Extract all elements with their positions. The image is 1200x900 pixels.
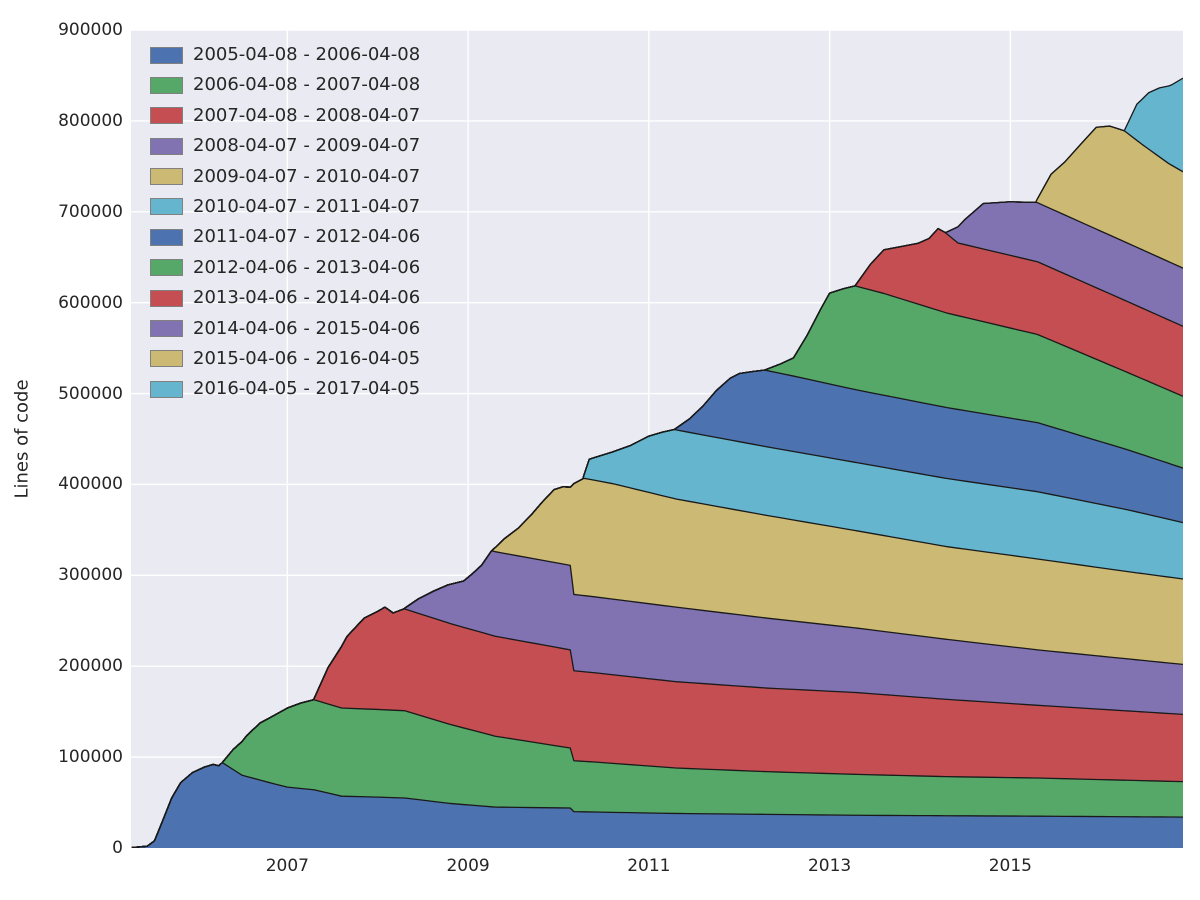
legend-label: 2015-04-06 - 2016-04-05	[193, 347, 421, 369]
legend-row: 2008-04-07 - 2009-04-07	[150, 137, 420, 155]
band-outline-2016-04-05 - 2017-04-05	[131, 77, 1183, 848]
legend-row: 2013-04-06 - 2014-04-06	[150, 289, 420, 307]
y-tick-label: 200000	[58, 656, 123, 677]
legend-row: 2006-04-08 - 2007-04-08	[150, 76, 420, 94]
chart-svg	[131, 30, 1183, 848]
y-tick-label: 800000	[58, 110, 123, 131]
area-band-2007-04-08 - 2008-04-07	[131, 607, 1183, 848]
y-tick-label: 600000	[58, 292, 123, 313]
legend-row: 2010-04-07 - 2011-04-07	[150, 195, 421, 217]
legend-swatch	[150, 107, 183, 125]
legend-row: 2015-04-06 - 2016-04-05	[150, 347, 421, 369]
legend-swatch	[150, 137, 183, 155]
legend-row: 2005-04-08 - 2006-04-08	[150, 46, 420, 64]
legend-label: 2016-04-05 - 2017-04-05	[193, 378, 421, 400]
legend-label: 2005-04-08 - 2006-04-08	[193, 44, 421, 65]
legend-label: 2011-04-07 - 2012-04-06	[193, 226, 421, 248]
band-outline-2005-04-08 - 2006-04-08	[131, 761, 1183, 848]
legend-swatch	[150, 289, 183, 307]
area-band-2005-04-08 - 2006-04-08	[131, 762, 1183, 848]
area-band-2008-04-07 - 2009-04-07	[131, 550, 1183, 848]
legend-label: 2008-04-07 - 2009-04-07	[193, 135, 421, 157]
legend-swatch	[150, 168, 183, 186]
area-band-2014-04-06 - 2015-04-06	[131, 201, 1183, 848]
y-tick-label: 100000	[58, 747, 123, 768]
legend-swatch	[150, 46, 183, 64]
y-tick-label: 700000	[58, 201, 123, 222]
plot-area	[131, 30, 1183, 848]
area-band-2006-04-08 - 2007-04-08	[131, 699, 1183, 848]
x-tick-label: 2007	[265, 856, 309, 876]
y-tick-label: 300000	[58, 565, 123, 586]
legend-label: 2012-04-06 - 2013-04-06	[193, 256, 421, 278]
legend-row: 2012-04-06 - 2013-04-06	[150, 256, 421, 278]
legend-swatch	[150, 259, 183, 277]
legend: 2005-04-08 - 2006-04-08 2006-04-08 - 2007…	[150, 46, 420, 398]
legend-label: 2013-04-06 - 2014-04-06	[193, 287, 421, 309]
area-band-2013-04-06 - 2014-04-06	[131, 228, 1183, 848]
legend-row: 2009-04-07 - 2010-04-07	[150, 165, 421, 187]
legend-swatch	[150, 350, 183, 368]
area-band-2009-04-07 - 2010-04-07	[131, 478, 1183, 848]
legend-swatch	[150, 198, 183, 216]
legend-label: 2006-04-08 - 2007-04-08	[193, 74, 421, 96]
legend-label: 2007-04-08 - 2008-04-07	[193, 104, 421, 126]
x-tick-label: 2011	[627, 856, 671, 876]
x-tick-label: 2013	[807, 856, 852, 876]
area-band-2010-04-07 - 2011-04-07	[131, 429, 1183, 848]
y-tick-label: 900000	[58, 20, 123, 40]
legend-row: 2014-04-06 - 2015-04-06	[150, 317, 421, 339]
legend-row: 2011-04-07 - 2012-04-06	[150, 228, 420, 246]
legend-label: 2010-04-07 - 2011-04-07	[193, 195, 421, 217]
legend-swatch	[150, 76, 183, 94]
legend-label: 2009-04-07 - 2010-04-07	[193, 165, 421, 187]
legend-swatch	[150, 320, 183, 338]
y-tick-label: 400000	[58, 474, 123, 495]
y-axis-label: Lines of code	[11, 379, 33, 499]
x-tick-label: 2009	[446, 856, 490, 876]
area-band-2015-04-06 - 2016-04-05	[131, 126, 1183, 848]
legend-label: 2014-04-06 - 2015-04-06	[193, 317, 421, 339]
y-tick-label: 0	[112, 838, 123, 858]
legend-swatch	[150, 228, 183, 246]
legend-swatch	[150, 380, 183, 398]
x-tick-label: 2015	[988, 856, 1032, 876]
legend-row: 2007-04-08 - 2008-04-07	[150, 104, 421, 126]
y-tick-label: 500000	[58, 383, 123, 404]
legend-row: 2016-04-05 - 2017-04-05	[150, 380, 420, 398]
